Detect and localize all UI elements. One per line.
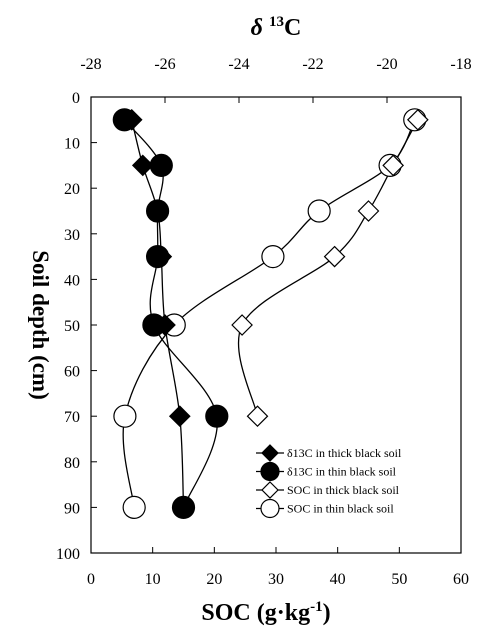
bottom-axis-title-sup: -1 [310, 599, 323, 615]
bottom-axis-title-end: ) [323, 600, 331, 626]
legend-marker [261, 481, 279, 499]
bottom-axis-title: SOC (g·kg-1) [201, 599, 330, 626]
data-point-13c-in-thin-black-soil [146, 199, 170, 223]
legend-marker [260, 498, 280, 519]
top-axis-title: δ 13C [251, 14, 302, 41]
top-axis-title-prefix: δ [251, 15, 269, 41]
data-point-soc-in-thick-black-soil [406, 108, 429, 131]
depth-tick-label: 90 [64, 500, 80, 517]
legend-marker [261, 444, 279, 462]
data-point-soc-in-thin-black-soil [261, 245, 285, 269]
depth-tick-label: 50 [64, 318, 80, 335]
depth-tick-label: 70 [64, 409, 80, 426]
data-point-13c-in-thin-black-soil [171, 495, 196, 519]
legend: δ13C in thick black soil δ13C in thin bla… [256, 444, 402, 519]
legend-label: δ13C in thick black soil [287, 446, 402, 460]
bottom-tick-label: 20 [206, 571, 222, 588]
data-point-13c-in-thin-black-soil [112, 108, 136, 132]
top-tick-label: -26 [154, 56, 175, 73]
depth-tick-label: 40 [64, 272, 80, 289]
top-tick-label: -18 [450, 56, 471, 73]
data-point-soc-in-thin-black-soil [122, 495, 146, 519]
bottom-tick-label: 40 [330, 571, 346, 588]
top-axis-title-suffix: C [284, 15, 301, 41]
bottom-tick-label: 0 [87, 571, 95, 588]
bottom-axis-title-main: SOC (g·kg [201, 600, 310, 626]
bottom-axis-ticks: 0 10 20 30 40 50 60 [87, 547, 469, 588]
depth-tick-label: 80 [64, 455, 80, 472]
depth-tick-label: 20 [64, 181, 80, 198]
depth-tick-label: 30 [64, 227, 80, 244]
data-point-13c-in-thick-black-soil [131, 154, 154, 177]
data-point-soc-in-thick-black-soil [357, 200, 380, 222]
left-axis-ticks: 0 10 20 30 40 50 60 70 80 90 100 [56, 90, 97, 563]
top-axis-ticks: -28 -26 -24 -22 -20 -18 [80, 56, 472, 103]
bottom-tick-label: 10 [145, 571, 161, 588]
series-line-13c-in-thin-black-soil [123, 119, 218, 508]
top-tick-label: -28 [80, 56, 101, 73]
legend-label: δ13C in thin black soil [287, 465, 397, 479]
bottom-tick-label: 50 [391, 571, 407, 588]
bottom-tick-label: 60 [453, 571, 469, 588]
data-point-soc-in-thin-black-soil [113, 404, 137, 428]
top-tick-label: -24 [228, 56, 249, 73]
depth-tick-label: 10 [64, 136, 80, 153]
legend-label: SOC in thick black soil [287, 483, 400, 497]
data-point-soc-in-thick-black-soil [323, 245, 346, 268]
legend-label: SOC in thin black soil [287, 502, 394, 516]
data-point-13c-in-thin-black-soil [142, 313, 166, 337]
depth-tick-label: 60 [64, 364, 80, 381]
top-tick-label: -20 [376, 56, 397, 73]
top-tick-label: -22 [302, 56, 323, 73]
top-axis-title-sup: 13 [269, 14, 284, 30]
data-point-soc-in-thin-black-soil [307, 199, 331, 223]
data-point-13c-in-thin-black-soil [146, 245, 170, 269]
data-point-soc-in-thick-black-soil [382, 154, 405, 177]
data-point-soc-in-thick-black-soil [231, 314, 253, 336]
data-point-13c-in-thick-black-soil [168, 405, 191, 428]
data-point-soc-in-thick-black-soil [246, 405, 269, 428]
depth-tick-label: 100 [56, 546, 80, 563]
series-layer [112, 108, 429, 519]
data-point-13c-in-thin-black-soil [149, 153, 173, 177]
data-point-13c-in-thin-black-soil [205, 404, 229, 428]
y-axis-title: Soil depth (cm) [28, 250, 53, 400]
depth-tick-label: 0 [72, 90, 80, 107]
bottom-tick-label: 30 [268, 571, 284, 588]
legend-marker [260, 461, 280, 482]
